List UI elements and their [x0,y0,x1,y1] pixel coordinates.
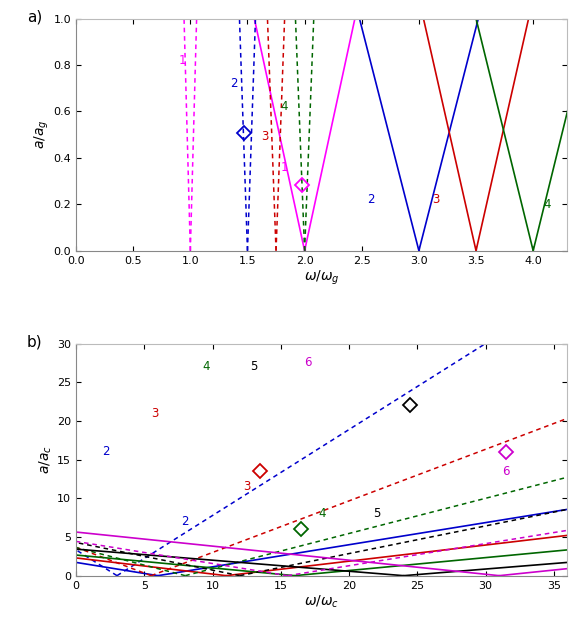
Text: 1: 1 [178,54,186,67]
X-axis label: $\omega/\omega_c$: $\omega/\omega_c$ [304,593,339,610]
Text: 3: 3 [243,480,250,493]
Text: 4: 4 [202,360,209,373]
Text: 1: 1 [280,160,288,174]
Text: 2: 2 [230,77,238,90]
Text: 3: 3 [432,193,440,206]
Text: 6: 6 [304,357,312,370]
Text: 5: 5 [373,507,380,521]
Y-axis label: $a / a_c$: $a / a_c$ [38,445,54,474]
Text: 2: 2 [367,193,374,206]
Text: 3: 3 [261,131,269,144]
X-axis label: $\omega/\omega_g$: $\omega/\omega_g$ [304,268,340,287]
Text: 5: 5 [250,360,257,373]
Text: 3: 3 [152,407,159,420]
Y-axis label: $a / a_g$: $a / a_g$ [32,120,51,149]
Text: b): b) [27,334,43,349]
Text: 4: 4 [280,100,288,113]
Text: 4: 4 [543,197,550,211]
Text: 4: 4 [318,507,325,521]
Text: 2: 2 [102,445,110,459]
Text: a): a) [27,9,42,24]
Text: 6: 6 [503,465,510,478]
Text: 2: 2 [181,515,189,528]
